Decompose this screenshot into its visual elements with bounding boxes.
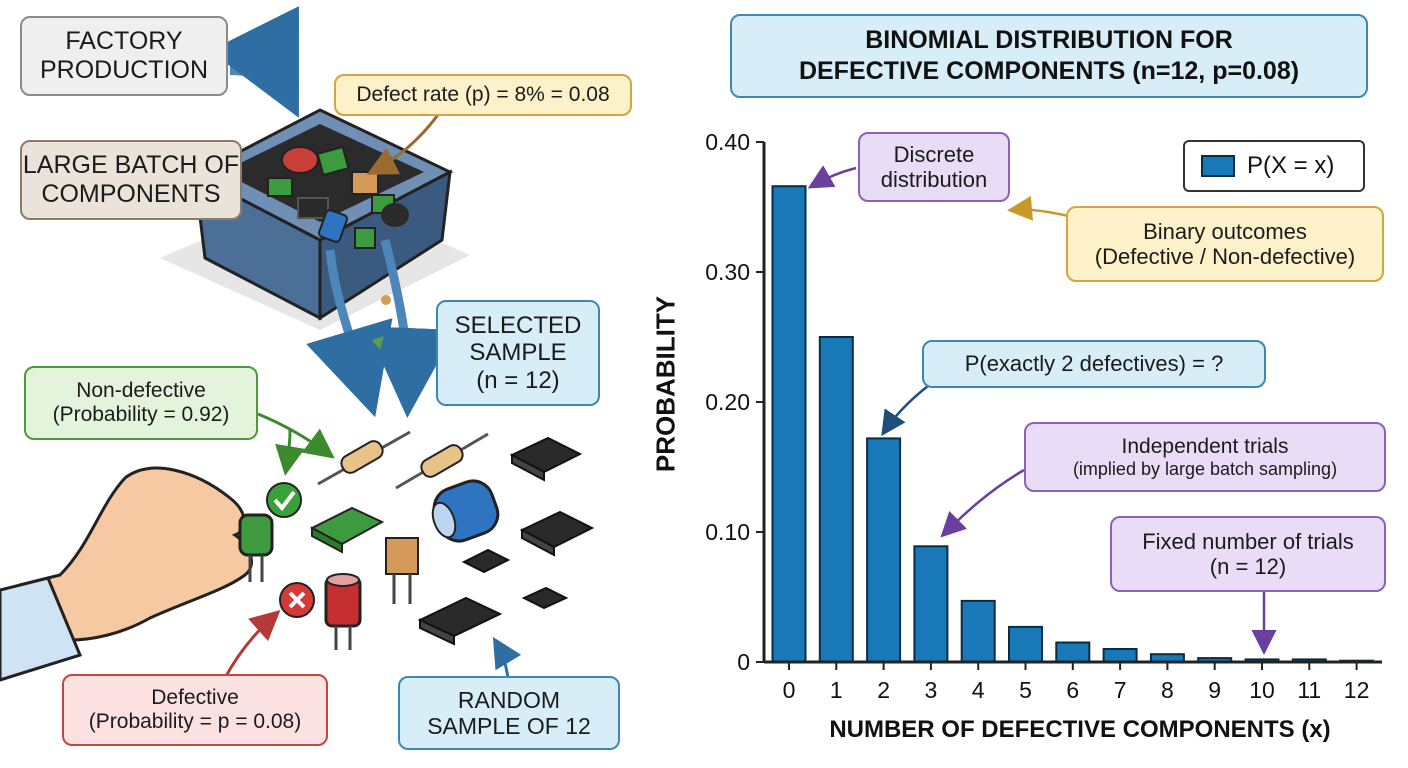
factory-label-line1: FACTORY [65,27,183,56]
sample-arrow-left-icon [306,249,393,418]
selected-sample-label: SELECTED SAMPLE (n = 12) [436,300,600,406]
check-icon [266,482,302,518]
chart-legend: P(X = x) [1183,140,1365,192]
chip-icon [461,548,511,574]
chip-icon [521,586,569,610]
defective-label-line1: Defective [151,685,239,709]
selected-label-line1: SELECTED [454,311,582,339]
discrete-pointer-icon [807,165,857,189]
defective-label: Defective (Probability = p = 0.08) [62,674,328,746]
bar-x-5 [1008,625,1043,664]
x-tick-label: 5 [1019,677,1032,703]
legend-swatch-icon [1201,155,1235,177]
random-sample-pointer-icon [492,636,522,679]
bar-x-2 [866,437,902,663]
binary-outcomes-annotation: Binary outcomes (Defective / Non-defecti… [1066,206,1384,282]
cross-icon [279,582,315,618]
factory-production-label: FACTORY PRODUCTION [20,16,228,96]
bar-x-0 [771,185,807,663]
random-label-line2: SAMPLE OF 12 [427,713,591,739]
x-tick-label: 12 [1344,677,1370,703]
x-tick-label: 8 [1161,677,1174,703]
x-tick-label: 1 [830,677,843,703]
legend-label: P(X = x) [1247,152,1335,179]
chart-title-line1: BINOMIAL DISTRIBUTION FOR [865,25,1233,54]
x-tick-label: 10 [1249,677,1275,703]
y-tick-label: 0.40 [705,129,750,155]
x-tick-label: 3 [925,677,938,703]
fixed-line2: (n = 12) [1209,554,1287,579]
tan-component-icon [385,537,419,604]
y-axis-label: PROBABILITY [650,295,681,473]
x-axis-label: NUMBER OF DEFECTIVE COMPONENTS (x) [829,716,1331,743]
x-tick-label: 7 [1114,677,1127,703]
large-batch-label: LARGE BATCH OF COMPONENTS [20,140,242,220]
bar-x-7 [1102,648,1138,663]
binary-line1: Binary outcomes [1143,218,1307,244]
bar-x-1 [818,336,854,663]
selected-label-line3: (n = 12) [476,366,560,394]
defective-label-line2: (Probability = p = 0.08) [88,710,302,733]
defect-rate-text: Defect rate (p) = 8% = 0.08 [356,82,610,106]
falling-part-icon [381,295,391,305]
held-capacitor-icon [238,513,274,582]
selected-label-line2: SAMPLE [469,339,567,367]
y-tick-label: 0.10 [705,519,750,545]
exactly2-text: P(exactly 2 defectives) = ? [964,351,1224,377]
independent-line2: (implied by large batch sampling) [1072,458,1338,479]
discrete-line2: distribution [880,167,988,192]
independent-line1: Independent trials [1121,434,1289,458]
discrete-line1: Discrete [893,141,975,167]
chart-title-line2: DEFECTIVE COMPONENTS (n=12, p=0.08) [798,57,1300,85]
x-tick-label: 0 [783,677,796,703]
blue-capacitor-icon [431,479,500,543]
fixed-line1: Fixed number of trials [1142,528,1354,554]
chip-icon [509,436,583,482]
nondef-label-line2: (Probability = 0.92) [52,403,230,426]
nondefective-pointer2-icon [257,412,335,459]
hand-icon [0,466,253,682]
nondef-label-line1: Non-defective [76,378,206,402]
independent-trials-annotation: Independent trials (implied by large bat… [1024,422,1386,492]
random-label-line1: RANDOM [457,686,561,713]
x-tick-label: 9 [1208,677,1221,703]
x-tick-label: 2 [877,677,890,703]
random-sample-label: RANDOM SAMPLE OF 12 [398,676,620,750]
binary-line2: (Defective / Non-defective) [1094,244,1356,269]
exactly-two-annotation: P(exactly 2 defectives) = ? [922,340,1266,388]
falling-part-icon [372,336,384,350]
batch-label-line1: LARGE BATCH OF [22,151,240,180]
y-tick-label: 0 [737,649,750,675]
y-tick-label: 0.20 [705,389,750,415]
bar-x-6 [1055,641,1091,663]
discrete-distribution-annotation: Discrete distribution [858,132,1010,202]
y-tick-label: 0.30 [705,259,750,285]
sample-arrow-right-icon [365,238,456,418]
nondefective-pointer-icon [275,429,305,476]
resistor-icon [395,432,489,490]
bar-x-3 [913,545,949,663]
chart-title: BINOMIAL DISTRIBUTION FOR DEFECTIVE COMP… [730,14,1368,98]
exactly2-pointer-icon [881,385,929,437]
defective-pointer-icon [223,610,281,679]
chip-icon [519,510,595,557]
relay-icon [309,506,385,554]
defective-capacitor-icon [324,573,362,650]
fixed-trials-annotation: Fixed number of trials (n = 12) [1110,516,1386,592]
non-defective-label: Non-defective (Probability = 0.92) [24,366,258,440]
batch-label-line2: COMPONENTS [41,180,221,208]
bar-x-4 [960,599,996,664]
factory-label-line2: PRODUCTION [39,56,209,84]
defect-rate-pointer-icon [366,111,442,175]
x-tick-label: 11 [1297,677,1321,703]
resistor-icon [317,430,411,486]
defect-rate-label: Defect rate (p) = 8% = 0.08 [334,74,632,116]
x-tick-label: 4 [972,677,985,703]
factory-arrow-icon [209,6,299,118]
chip-icon [417,596,503,646]
x-tick-label: 6 [1066,677,1079,703]
independent-pointer-icon [940,468,1025,538]
